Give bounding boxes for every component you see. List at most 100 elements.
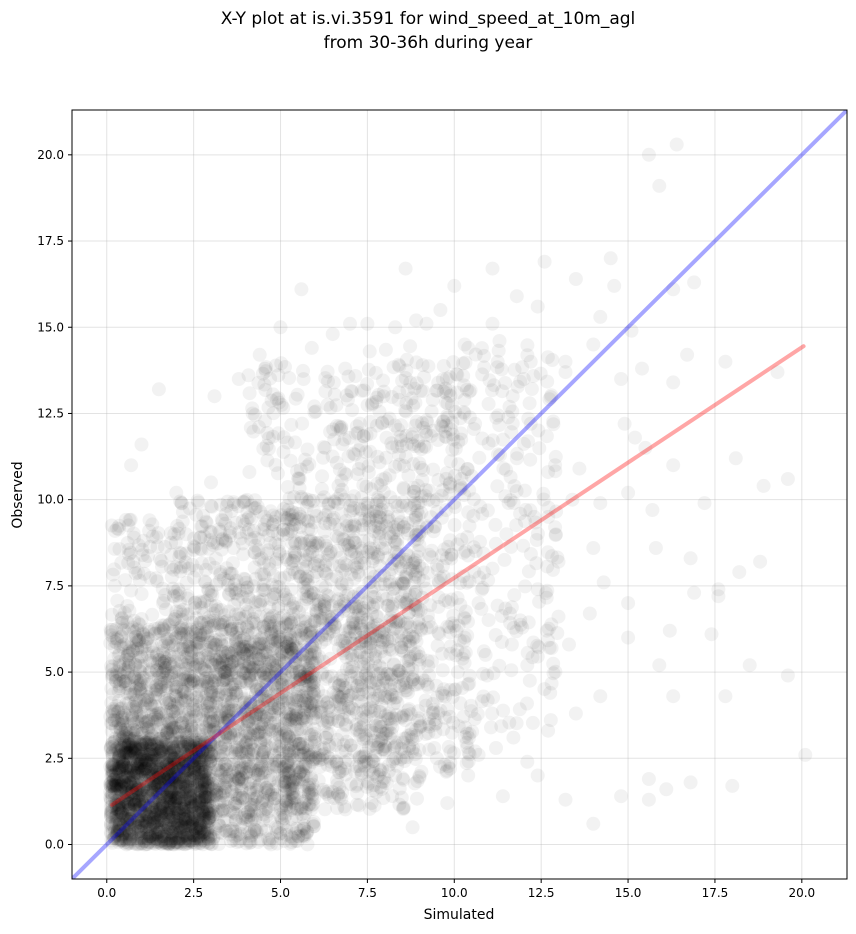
- data-point: [145, 776, 160, 791]
- data-point: [159, 790, 174, 805]
- data-point: [112, 823, 127, 838]
- data-point: [183, 794, 198, 809]
- data-point: [135, 747, 150, 762]
- data-point: [109, 771, 124, 786]
- data-point: [207, 389, 222, 404]
- data-point: [617, 416, 632, 431]
- data-point: [104, 768, 119, 783]
- data-point: [177, 649, 192, 664]
- data-point: [134, 830, 149, 845]
- data-point: [198, 807, 213, 822]
- data-point: [117, 745, 131, 759]
- data-point: [158, 778, 173, 793]
- data-point: [105, 780, 120, 795]
- data-point: [167, 810, 182, 825]
- data-point: [225, 566, 240, 581]
- data-point: [728, 451, 743, 466]
- data-point: [201, 814, 216, 829]
- data-point: [652, 658, 667, 673]
- data-point: [167, 796, 182, 811]
- data-point: [115, 762, 130, 777]
- data-point: [164, 810, 179, 825]
- data-point: [199, 755, 214, 770]
- data-point: [143, 816, 158, 831]
- data-point: [202, 809, 217, 824]
- data-point: [568, 272, 583, 286]
- data-point: [170, 834, 185, 849]
- data-point: [156, 829, 171, 844]
- data-point: [142, 735, 157, 750]
- data-point: [153, 756, 168, 771]
- data-point: [183, 811, 198, 826]
- data-point: [125, 783, 140, 798]
- data-point: [186, 833, 201, 847]
- data-point: [163, 801, 178, 816]
- data-point: [138, 826, 153, 841]
- data-point: [174, 830, 189, 845]
- data-point: [207, 560, 222, 575]
- data-point: [635, 361, 649, 376]
- data-point: [138, 754, 153, 769]
- data-point: [318, 671, 333, 686]
- data-point: [107, 823, 122, 838]
- data-point: [191, 753, 206, 768]
- data-point: [191, 774, 206, 789]
- data-point: [410, 791, 424, 806]
- data-point: [189, 563, 204, 578]
- data-point: [132, 779, 147, 794]
- chart-title-line-1: X-Y plot at is.vi.3591 for wind_speed_at…: [221, 9, 636, 29]
- data-point: [148, 836, 163, 851]
- data-point: [136, 789, 151, 804]
- data-point: [187, 753, 202, 768]
- data-point: [140, 837, 155, 852]
- data-point: [195, 717, 210, 731]
- data-point: [126, 764, 141, 779]
- data-point: [148, 832, 162, 847]
- data-point: [150, 753, 165, 768]
- data-point: [405, 820, 420, 835]
- data-point: [129, 764, 144, 779]
- data-point: [112, 761, 127, 776]
- data-point: [145, 741, 160, 756]
- data-point: [226, 541, 241, 555]
- data-point: [115, 827, 130, 842]
- data-point: [169, 791, 184, 805]
- data-point: [195, 745, 209, 760]
- data-point: [122, 836, 137, 851]
- data-point: [263, 788, 278, 803]
- data-point: [159, 836, 173, 851]
- data-point: [232, 834, 247, 849]
- data-point: [628, 430, 642, 445]
- data-point: [124, 829, 139, 844]
- data-point: [116, 775, 131, 790]
- data-point: [149, 762, 164, 777]
- data-point: [725, 778, 740, 793]
- data-point: [697, 496, 712, 511]
- data-point: [197, 781, 212, 796]
- data-point: [586, 337, 601, 352]
- data-point: [213, 765, 228, 779]
- data-point: [414, 764, 429, 779]
- data-point: [175, 789, 190, 803]
- data-point: [175, 767, 190, 782]
- data-point: [189, 757, 204, 772]
- data-point: [151, 835, 165, 850]
- data-point: [202, 835, 217, 850]
- data-point: [132, 831, 147, 846]
- data-point: [181, 830, 196, 845]
- data-point: [123, 761, 138, 776]
- data-point: [193, 541, 208, 556]
- data-point: [186, 734, 201, 749]
- data-point: [123, 744, 138, 759]
- data-point: [134, 761, 149, 776]
- data-point: [182, 803, 197, 818]
- data-point: [203, 737, 218, 752]
- data-point: [558, 365, 573, 380]
- data-point: [158, 755, 173, 770]
- data-point: [168, 823, 183, 838]
- data-point: [141, 827, 156, 842]
- data-point: [140, 784, 155, 799]
- data-point: [149, 807, 164, 822]
- data-point: [485, 261, 500, 276]
- data-point: [485, 316, 500, 331]
